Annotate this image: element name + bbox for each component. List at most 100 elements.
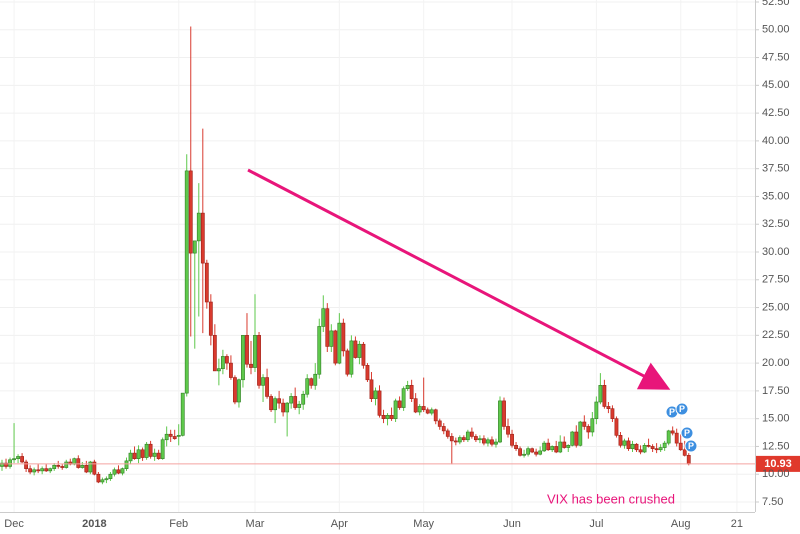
marker-badge xyxy=(684,439,698,453)
candle-body xyxy=(582,421,587,427)
candle-body xyxy=(140,449,145,458)
y-tick-label: 45.00 xyxy=(762,79,790,91)
candle-body xyxy=(409,385,414,399)
candle-body xyxy=(433,409,438,422)
candle-body xyxy=(502,400,506,427)
y-tick-label: 50.00 xyxy=(762,24,790,36)
candle-body xyxy=(381,415,386,419)
candle-body xyxy=(116,469,121,474)
candle-body xyxy=(574,431,579,446)
candle-body xyxy=(152,452,157,457)
y-tick-label: 32.50 xyxy=(762,218,790,230)
candle-body xyxy=(16,456,20,459)
candle-body xyxy=(305,378,310,395)
candle-body xyxy=(550,446,555,451)
candle-body xyxy=(538,450,543,455)
x-tick-label: 2018 xyxy=(82,518,106,530)
y-tick-label: 42.50 xyxy=(762,107,790,119)
candle-body xyxy=(132,452,137,459)
candle-body xyxy=(682,449,687,456)
marker-badge xyxy=(675,402,689,416)
candle-body xyxy=(216,368,221,372)
candle-body xyxy=(478,438,482,441)
candle-body xyxy=(241,335,245,381)
candle-body xyxy=(666,430,671,444)
candle-body xyxy=(562,441,567,448)
candle-body xyxy=(345,350,350,375)
candle-body xyxy=(361,343,366,366)
candle-body xyxy=(650,446,655,449)
x-tick-label: Jun xyxy=(503,518,521,530)
y-tick-label: 47.50 xyxy=(762,51,790,63)
candle-body xyxy=(349,340,354,375)
candle-body xyxy=(269,396,273,411)
candle-body xyxy=(60,466,65,468)
y-tick-label: 27.50 xyxy=(762,274,790,286)
y-tick-label: 37.50 xyxy=(762,163,790,175)
candle-body xyxy=(104,478,109,481)
candle-body xyxy=(461,437,466,441)
candle-body xyxy=(188,170,193,254)
candle-body xyxy=(184,170,189,394)
candle-body xyxy=(325,308,330,347)
candle-body xyxy=(393,400,398,419)
candle-body xyxy=(72,458,77,465)
candle-body xyxy=(245,335,249,365)
candle-body xyxy=(473,436,478,441)
candle-body xyxy=(297,403,302,408)
candle-body xyxy=(172,436,177,439)
candle-body xyxy=(128,452,133,462)
candle-body xyxy=(160,439,165,459)
candle-body xyxy=(237,379,241,403)
candle-body xyxy=(4,462,8,467)
candle-body xyxy=(417,406,422,413)
y-tick-label: 15.00 xyxy=(762,413,790,425)
candle-body xyxy=(445,430,450,437)
candle-body xyxy=(88,461,93,473)
annotation: VIX has been crushed xyxy=(547,491,675,506)
candle-body xyxy=(92,461,97,475)
candle-body xyxy=(313,373,318,386)
candle-body xyxy=(365,365,370,381)
marker-label: P xyxy=(688,441,694,451)
candle-body xyxy=(610,408,615,419)
last-price-label: 10.93 xyxy=(764,458,792,470)
candle-body xyxy=(20,456,24,463)
candle-body xyxy=(425,409,430,414)
candle-body xyxy=(176,435,181,437)
candle-body xyxy=(148,443,153,457)
candle-body xyxy=(124,460,129,469)
candle-body xyxy=(638,449,643,453)
candle-body xyxy=(494,441,498,445)
candle-body xyxy=(642,445,647,453)
candle-body xyxy=(32,469,37,473)
candle-body xyxy=(506,426,510,435)
candle-body xyxy=(630,443,635,449)
candle-body xyxy=(622,440,627,446)
candle-body xyxy=(233,377,237,403)
candle-body xyxy=(357,343,362,358)
marker-badge xyxy=(680,426,694,440)
candle-body xyxy=(257,335,261,386)
candle-body xyxy=(229,362,233,378)
candle-body xyxy=(590,418,595,433)
candle-body xyxy=(8,459,12,467)
candle-body xyxy=(486,439,490,444)
candle-body xyxy=(534,451,539,455)
candle-body xyxy=(510,433,514,446)
candle-body xyxy=(646,445,651,447)
candle-body xyxy=(36,469,41,472)
candle-body xyxy=(156,452,161,459)
candle-body xyxy=(168,433,173,437)
candle-body xyxy=(196,212,201,242)
candle-body xyxy=(212,335,217,372)
candle-body xyxy=(208,301,213,336)
y-tick-label: 25.00 xyxy=(762,301,790,313)
y-tick-label: 7.50 xyxy=(762,496,783,508)
candle-body xyxy=(285,402,290,413)
candle-body xyxy=(12,458,16,461)
candle-body xyxy=(136,449,141,459)
candle-body xyxy=(441,426,446,432)
candle-body xyxy=(96,473,101,483)
